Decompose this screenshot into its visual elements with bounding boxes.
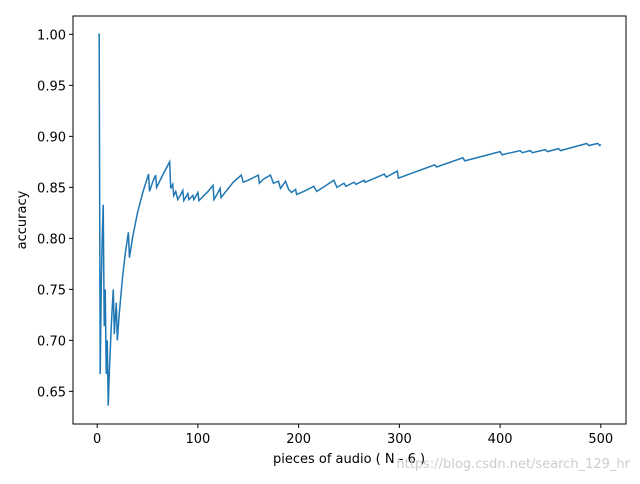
x-tick-label: 0	[93, 432, 101, 447]
x-tick-label: 300	[387, 432, 412, 447]
data-line	[98, 33, 602, 406]
y-tick-label: 0.95	[37, 79, 66, 94]
y-tick-label: 1.00	[37, 28, 66, 43]
y-tick-label: 0.80	[37, 232, 66, 247]
y-tick-label: 0.90	[37, 130, 66, 145]
watermark: https://blog.csdn.net/search_129_hr	[396, 457, 630, 472]
x-tick-label: 100	[185, 432, 210, 447]
y-tick-label: 0.65	[37, 385, 66, 400]
x-tick-label: 500	[588, 432, 613, 447]
y-tick-label: 0.70	[37, 334, 66, 349]
x-axis-label: pieces of audio ( N - 6 )	[273, 452, 425, 467]
axes-frame	[72, 15, 627, 425]
y-tick-label: 0.75	[37, 283, 66, 298]
y-axis-label: accuracy	[15, 190, 30, 249]
x-tick-label: 400	[488, 432, 513, 447]
y-tick-label: 0.85	[37, 181, 66, 196]
x-tick-label: 200	[286, 432, 311, 447]
